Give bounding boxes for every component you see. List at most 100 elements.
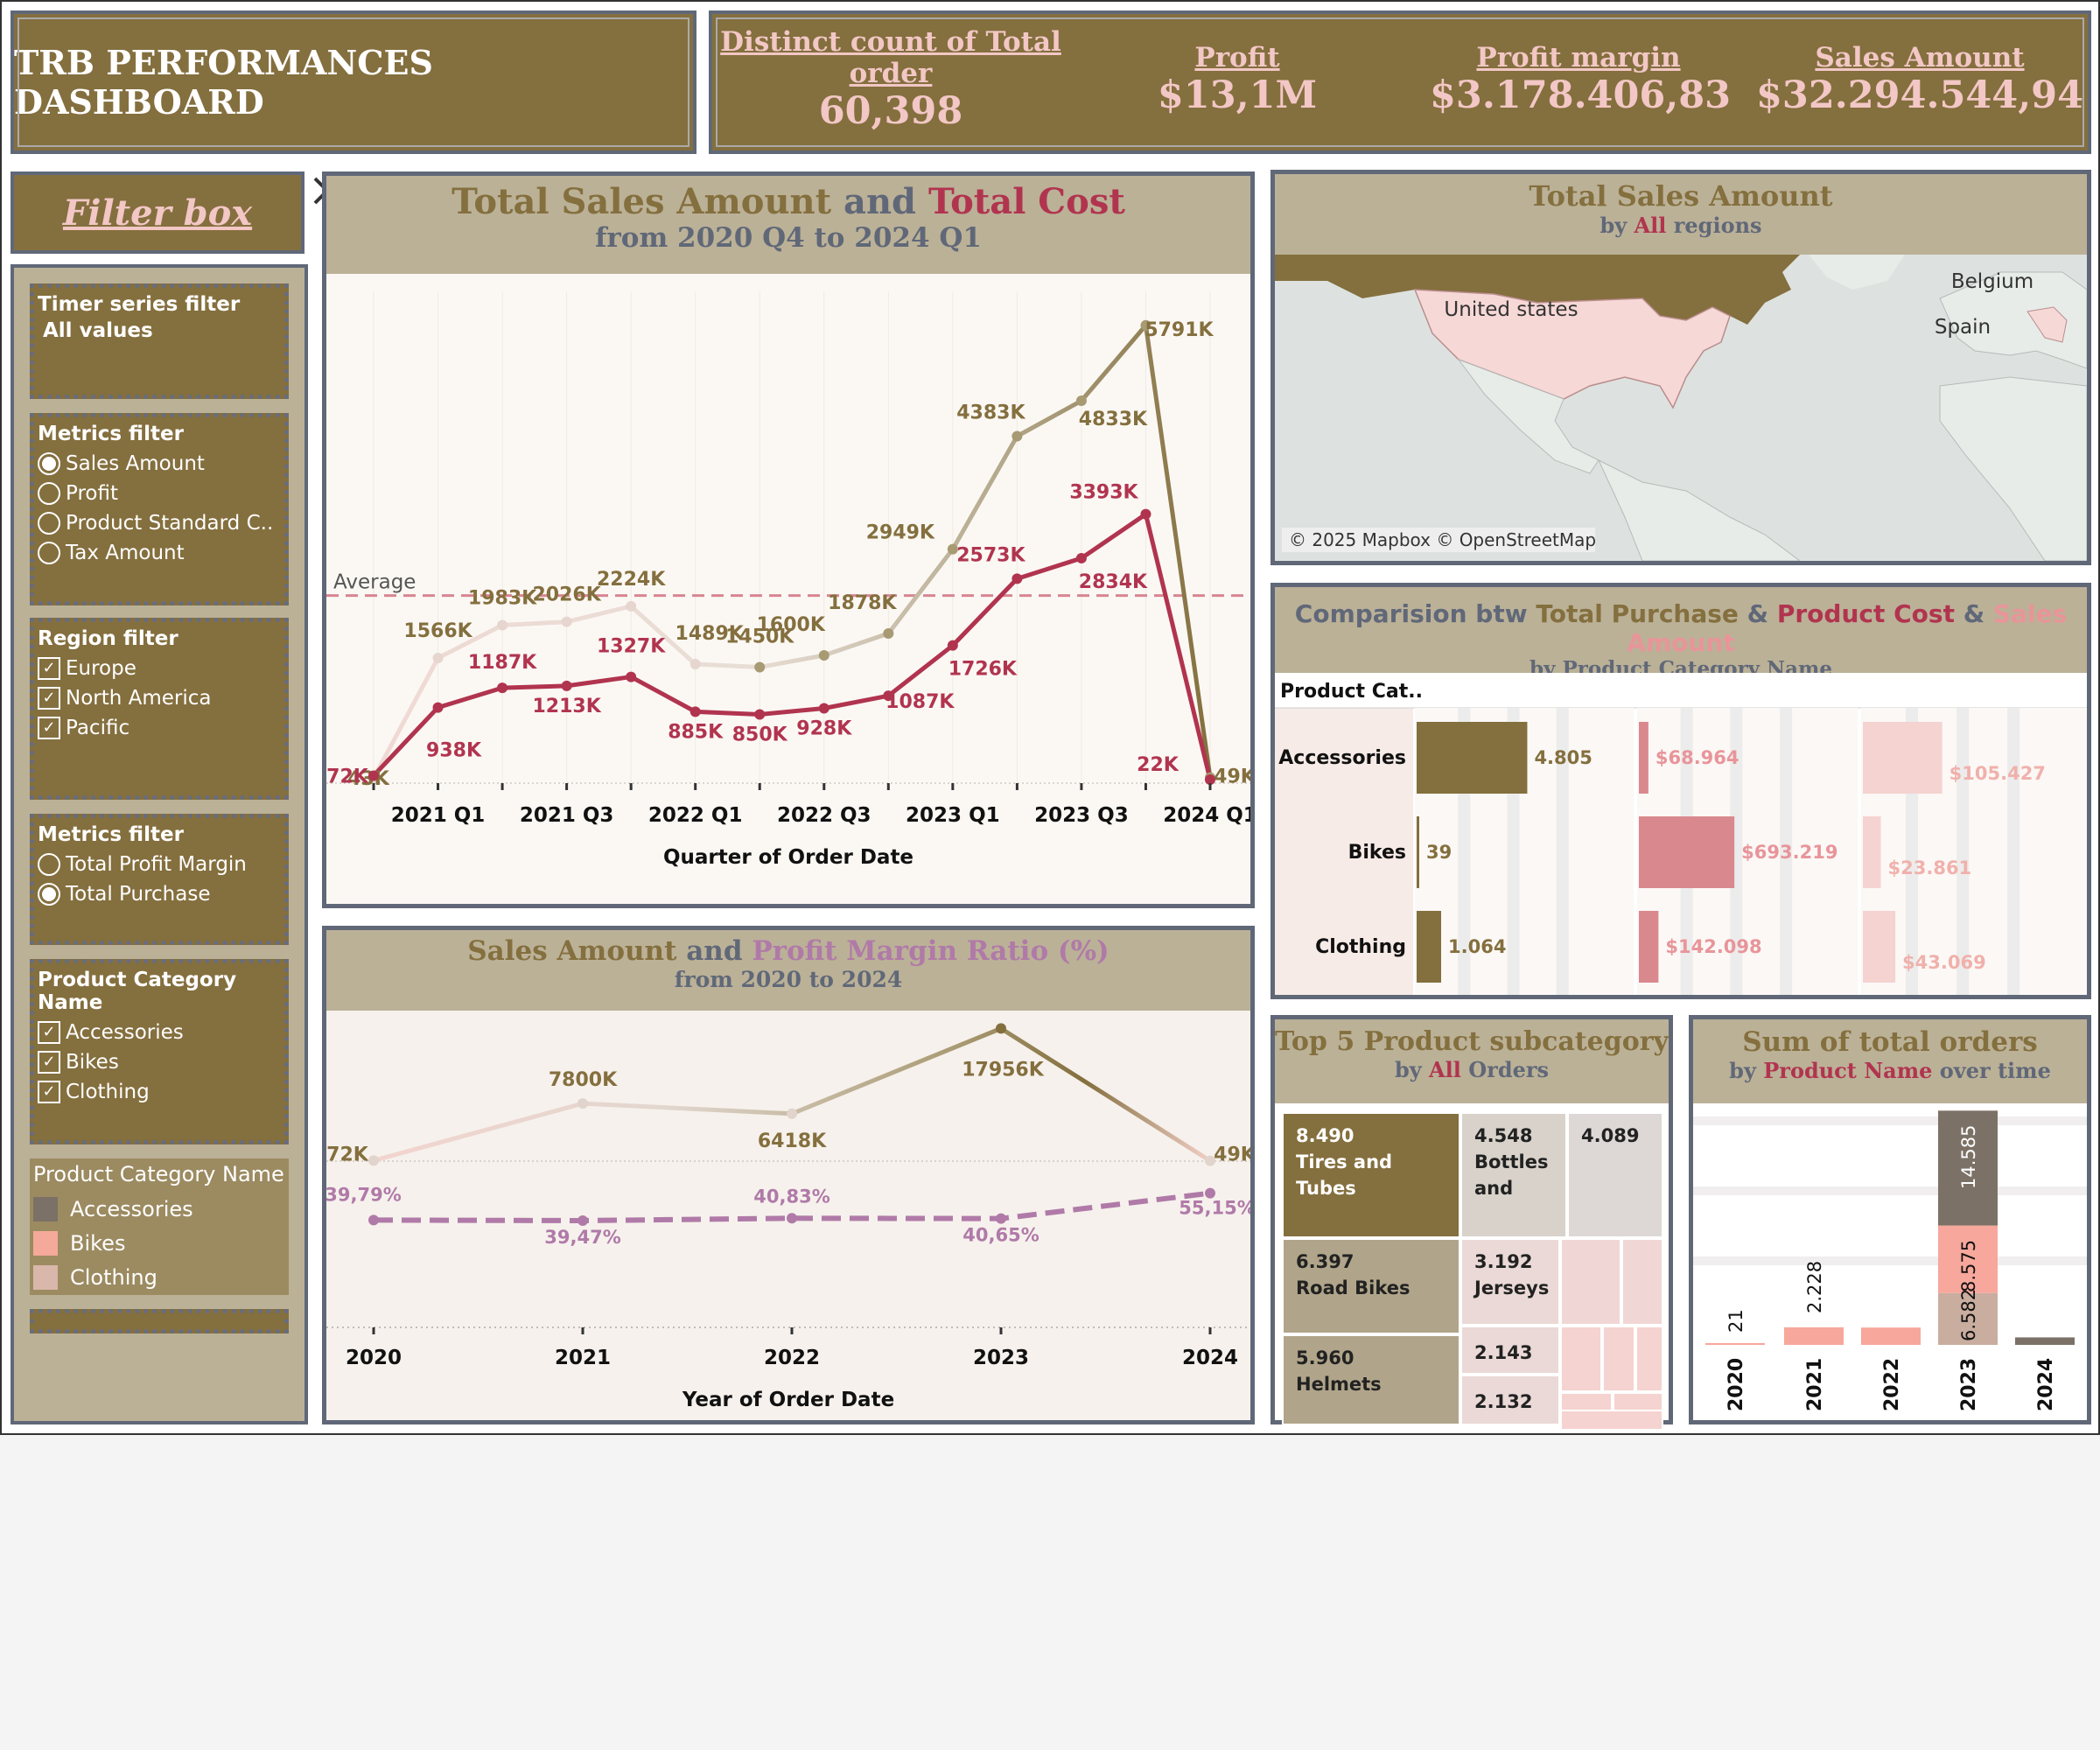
bar-value-label: $105.427 (1950, 763, 2046, 784)
x-axis-title: Year of Order Date (682, 1389, 894, 1411)
legend-item-accessories[interactable]: Accessories (30, 1192, 289, 1226)
empty-filter-slot (30, 1309, 289, 1334)
treemap-cell-bottles[interactable]: 4.548 Bottles and (1460, 1112, 1567, 1238)
metrics2-option-profit-margin[interactable]: Total Profit Margin (34, 850, 284, 879)
treemap-cell-4089[interactable]: 4.089 (1567, 1112, 1663, 1238)
metrics2-option-total-purchase[interactable]: Total Purchase (34, 879, 284, 909)
category-option-bikes[interactable]: ✓ Bikes (34, 1047, 284, 1077)
treemap-cell-small[interactable] (1560, 1410, 1663, 1431)
checkbox-checked-icon[interactable]: ✓ (38, 1051, 60, 1074)
treemap-cell-small[interactable] (1560, 1326, 1602, 1392)
radio-icon[interactable] (38, 542, 60, 564)
metrics1-option-profit[interactable]: Profit (34, 479, 284, 508)
map-panel: Total Sales Amount by All regions United… (1270, 170, 2091, 565)
radio-icon[interactable] (38, 482, 60, 505)
sales-point (368, 1155, 379, 1166)
radio-icon[interactable] (38, 853, 60, 876)
radio-selected-icon[interactable] (38, 883, 60, 906)
treemap-cell-tires[interactable]: 8.490 Tires and Tubes (1282, 1112, 1460, 1238)
treemap-cell-road-bikes[interactable]: 6.397 Road Bikes (1282, 1238, 1460, 1334)
metrics-filter-1: Metrics filter Sales Amount Profit Produ… (30, 413, 289, 606)
x-tick-label: 2024 Q1 (1163, 804, 1250, 827)
metrics1-option-tax[interactable]: Tax Amount (34, 538, 284, 568)
treemap-cell-small[interactable] (1602, 1326, 1635, 1392)
orders-panel: Sum of total orders by Product Name over… (1689, 1015, 2091, 1424)
treemap-cell-small[interactable] (1560, 1238, 1621, 1326)
cost-data-label: 928K (796, 718, 852, 739)
category-filter: Product Category Name ✓ Accessories ✓ Bike… (30, 959, 289, 1144)
sales-point (754, 662, 766, 673)
comparison-header: Comparision btw Total Purchase & Product… (1275, 587, 2087, 681)
checkbox-checked-icon[interactable]: ✓ (38, 657, 60, 680)
treemap-cell-2143[interactable]: 2.143 (1460, 1326, 1560, 1375)
region-option-pacific[interactable]: ✓ Pacific (34, 713, 284, 743)
cost-point (1140, 508, 1152, 520)
x-tick-label: 2023 Q3 (1034, 804, 1129, 827)
dashboard: TRB PERFORMANCES DASHBOARD Distinct coun… (0, 0, 2100, 1435)
legend-item-clothing[interactable]: Clothing (30, 1260, 289, 1294)
treemap-cell-small[interactable] (1621, 1238, 1663, 1326)
treemap-cell-small[interactable] (1635, 1326, 1663, 1392)
kpi-margin-value: $3.178.406,83 (1430, 74, 1732, 117)
map-mexico (1457, 358, 1600, 474)
cost-data-label: 1213K (532, 696, 601, 718)
margin-data-label: 39,47% (544, 1227, 620, 1248)
x-tick-label: 2023 (973, 1347, 1029, 1369)
top5-panel: Top 5 Product subcategory by All Orders … (1270, 1015, 1673, 1431)
sales-point (690, 658, 701, 669)
stack-segment (1861, 1327, 1921, 1345)
category-option-accessories[interactable]: ✓ Accessories (34, 1018, 284, 1047)
sales-point (578, 1098, 588, 1110)
cost-point (690, 706, 701, 718)
checkbox-checked-icon[interactable]: ✓ (38, 1021, 60, 1044)
x-tick-label: 2022 Q1 (648, 804, 743, 827)
cost-point (947, 640, 958, 651)
sales-point (561, 616, 572, 627)
sales-data-label: 4833K (1079, 409, 1148, 430)
checkbox-checked-icon[interactable]: ✓ (38, 687, 60, 710)
x-tick-label: 2021 Q1 (391, 804, 486, 827)
map-header: Total Sales Amount by All regions (1275, 174, 2087, 255)
checkbox-checked-icon[interactable]: ✓ (38, 1081, 60, 1103)
orders-title: Sum of total orders (1742, 1026, 2038, 1058)
sales-data-label: 4383K (956, 402, 1026, 424)
category-option-clothing[interactable]: ✓ Clothing (34, 1077, 284, 1107)
filter-box-title: Filter box (62, 192, 253, 234)
region-option-north-america[interactable]: ✓ North America (34, 683, 284, 713)
sales-data-label: 49K (1214, 766, 1250, 788)
treemap-cell-2132[interactable]: 2.132 (1460, 1375, 1560, 1425)
checkbox-checked-icon[interactable]: ✓ (38, 717, 60, 739)
legend-item-bikes[interactable]: Bikes (30, 1226, 289, 1260)
margin-point (578, 1215, 588, 1226)
region-filter-title: Region filter (38, 627, 178, 650)
cost-point (1075, 552, 1087, 564)
cost-data-label: 22K (1137, 754, 1180, 776)
kpi-profit: Profit $13,1M (1132, 42, 1342, 117)
map-italy (2026, 306, 2068, 343)
cost-point (883, 690, 894, 702)
treemap-cell-jerseys[interactable]: 3.192 Jerseys (1460, 1238, 1560, 1326)
metrics1-option-standard-cost[interactable]: Product Standard C.. (34, 508, 284, 538)
cost-line (372, 510, 1213, 780)
sales-data-label: 49K (1214, 1144, 1250, 1166)
treemap-cell-helmets[interactable]: 5.960 Helmets (1282, 1334, 1460, 1425)
sales-line (371, 319, 1213, 780)
bar-value-label: $23.861 (1888, 858, 1972, 878)
map-canvas[interactable]: United states Belgium Spain © 2025 Mapbo… (1275, 255, 2087, 561)
margin-point (1205, 1187, 1215, 1199)
metrics1-option-sales[interactable]: Sales Amount (34, 449, 284, 479)
kpi-sales: Sales Amount $32.294.544,94 (1754, 42, 2086, 117)
x-tick-label: 2021 (1804, 1358, 1826, 1411)
radio-icon[interactable] (38, 512, 60, 535)
radio-selected-icon[interactable] (38, 452, 60, 475)
sales-point (818, 650, 830, 661)
timer-series-filter[interactable]: Timer series filter All values (30, 284, 289, 399)
region-option-europe[interactable]: ✓ Europe (34, 654, 284, 683)
timer-filter-value[interactable]: All values (43, 319, 153, 342)
x-tick-label: 2021 Q3 (520, 804, 614, 827)
sales-margin-chart: 72K 7800K 6418K 17956K 49K 39,79% 39,47% 40,83%… (326, 1011, 1250, 1420)
metrics-filter-1-title: Metrics filter (38, 423, 184, 445)
cost-data-label: 1327K (597, 636, 666, 658)
orders-header: Sum of total orders by Product Name over… (1693, 1019, 2087, 1103)
